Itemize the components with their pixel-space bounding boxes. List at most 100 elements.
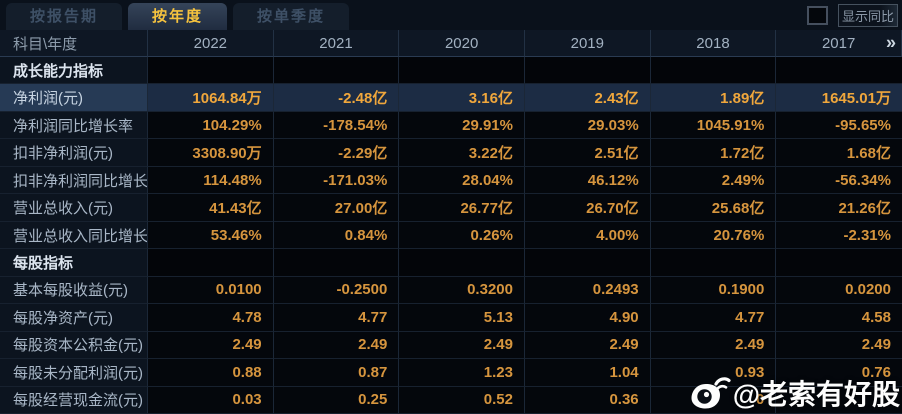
tab-period-2[interactable]: 按单季度	[233, 3, 350, 30]
value-cell	[776, 386, 902, 414]
value-cell: 20.76%	[650, 221, 777, 250]
value-cell: 0.2493	[524, 276, 651, 305]
value-cell	[273, 57, 400, 85]
value-cell: 2.49	[524, 331, 651, 360]
value-cell: 4.77	[273, 304, 400, 332]
table-row[interactable]: 每股经营现金流(元) 0.03 0.25 0.52 0.36 0	[0, 386, 902, 414]
value-cell	[148, 57, 274, 85]
value-cell: 26.70亿	[524, 194, 651, 222]
value-cell: 3308.90万	[148, 139, 274, 167]
value-cell: 0.0100	[148, 276, 274, 305]
row-label: 扣非净利润(元)	[0, 139, 148, 167]
row-label: 营业总收入同比增长率	[0, 221, 148, 250]
value-cell: 0.1900	[650, 276, 777, 305]
table-row[interactable]: 营业总收入(元) 41.43亿 27.00亿 26.77亿 26.70亿 25.68亿 21…	[0, 194, 902, 222]
value-cell	[399, 57, 525, 85]
value-cell: -0.2500	[273, 276, 400, 305]
value-cell: 5.13	[399, 304, 525, 332]
value-cell: 4.00%	[524, 221, 651, 250]
value-cell: 1.04	[524, 359, 651, 387]
year-header-2022: 2022	[148, 30, 274, 57]
value-cell: 1.89亿	[650, 84, 777, 112]
value-cell	[776, 249, 902, 277]
year-header-2018: 2018	[650, 30, 777, 57]
value-cell: -95.65%	[776, 111, 902, 140]
value-cell	[650, 57, 777, 85]
value-cell: 29.91%	[399, 111, 525, 140]
value-cell: 4.58	[776, 304, 902, 332]
value-cell: 1.72亿	[650, 139, 777, 167]
table-row[interactable]: 营业总收入同比增长率53.46%0.84%0.26%4.00%20.76%-2.…	[0, 221, 902, 250]
value-cell	[524, 249, 651, 277]
value-cell: 0.36	[524, 386, 651, 414]
value-cell: 3.22亿	[399, 139, 525, 167]
value-cell: 1.23	[399, 359, 525, 387]
more-columns-icon[interactable]: »	[885, 32, 896, 53]
value-cell: 2.49	[650, 331, 777, 360]
value-cell: 4.77	[650, 304, 777, 332]
value-cell: 0.26%	[399, 221, 525, 250]
value-cell	[650, 249, 777, 277]
value-cell	[524, 57, 651, 85]
value-cell: 114.48%	[148, 166, 274, 195]
year-header-2019: 2019	[524, 30, 651, 57]
value-cell: 0.76	[776, 359, 902, 387]
value-cell: 1045.91%	[650, 111, 777, 140]
table-row[interactable]: 每股净资产(元) 4.78 4.77 5.13 4.90 4.77 4.58	[0, 304, 902, 332]
year-header-2021: 2021	[273, 30, 400, 57]
period-tabs: 按报告期 按年度 按单季度	[0, 0, 902, 30]
value-cell: 0.93	[650, 359, 777, 387]
value-cell: 41.43亿	[148, 194, 274, 222]
value-cell: 28.04%	[399, 166, 525, 195]
row-label: 每股净资产(元)	[0, 304, 148, 332]
value-cell: 0.52	[399, 386, 525, 414]
value-cell: 0.84%	[273, 221, 400, 250]
value-cell: 2.49	[399, 331, 525, 360]
value-cell: 0	[650, 386, 777, 414]
row-label: 每股指标	[0, 249, 148, 277]
table-row[interactable]: 净利润(元) 1064.84万 -2.48亿 3.16亿 2.43亿 1.89亿 1645.…	[0, 84, 902, 112]
value-cell: 4.90	[524, 304, 651, 332]
table-row[interactable]: 基本每股收益(元) 0.0100 -0.2500 0.3200 0.2493 0.1900…	[0, 276, 902, 305]
row-label: 每股资本公积金(元)	[0, 331, 148, 360]
row-label: 基本每股收益(元)	[0, 276, 148, 305]
value-cell: 0.87	[273, 359, 400, 387]
value-cell: 29.03%	[524, 111, 651, 140]
value-cell: 1.68亿	[776, 139, 902, 167]
value-cell: 0.03	[148, 386, 274, 414]
financial-table: 科目\年度 2022 2021 2020 2019 2018 2017» 成长能力指标 净利润…	[0, 30, 902, 414]
show-yoy-checkbox[interactable]	[807, 6, 828, 25]
value-cell: 2.49	[776, 331, 902, 360]
value-cell: 0.88	[148, 359, 274, 387]
table-row[interactable]: 扣非净利润(元) 3308.90万 -2.29亿 3.22亿 2.51亿 1.72亿 1.6…	[0, 139, 902, 167]
value-cell: 2.51亿	[524, 139, 651, 167]
value-cell: 3.16亿	[399, 84, 525, 112]
show-yoy-button[interactable]: 显示同比	[838, 4, 898, 27]
table-row[interactable]: 扣非净利润同比增长率114.48%-171.03%28.04%46.12%2.4…	[0, 166, 902, 195]
value-cell: 0.3200	[399, 276, 525, 305]
value-cell: -2.48亿	[273, 84, 400, 112]
tab-period-1[interactable]: 按年度	[128, 3, 228, 30]
value-cell	[148, 249, 274, 277]
table-row[interactable]: 每股资本公积金(元) 2.49 2.49 2.49 2.49 2.49 2.49	[0, 331, 902, 360]
row-label: 每股经营现金流(元)	[0, 386, 148, 414]
value-cell: 2.49	[148, 331, 274, 360]
row-label: 净利润(元)	[0, 84, 148, 112]
row-label: 成长能力指标	[0, 57, 148, 85]
value-cell: -2.29亿	[273, 139, 400, 167]
value-cell: 53.46%	[148, 221, 274, 250]
section-row[interactable]: 成长能力指标	[0, 57, 902, 85]
value-cell: 4.78	[148, 304, 274, 332]
table-row[interactable]: 每股未分配利润(元) 0.88 0.87 1.23 1.04 0.93 0.76	[0, 359, 902, 387]
year-header-2020: 2020	[399, 30, 525, 57]
value-cell: 2.43亿	[524, 84, 651, 112]
section-row[interactable]: 每股指标	[0, 249, 902, 277]
table-row[interactable]: 净利润同比增长率 104.29% -178.54% 29.91% 29.03% 1045.…	[0, 111, 902, 140]
tab-period-0[interactable]: 按报告期	[6, 3, 123, 30]
year-header-2017: 2017»	[776, 30, 902, 57]
row-label: 每股未分配利润(元)	[0, 359, 148, 387]
value-cell: -178.54%	[273, 111, 400, 140]
value-cell: 1645.01万	[776, 84, 902, 112]
row-label: 扣非净利润同比增长率	[0, 166, 148, 195]
value-cell: 26.77亿	[399, 194, 525, 222]
